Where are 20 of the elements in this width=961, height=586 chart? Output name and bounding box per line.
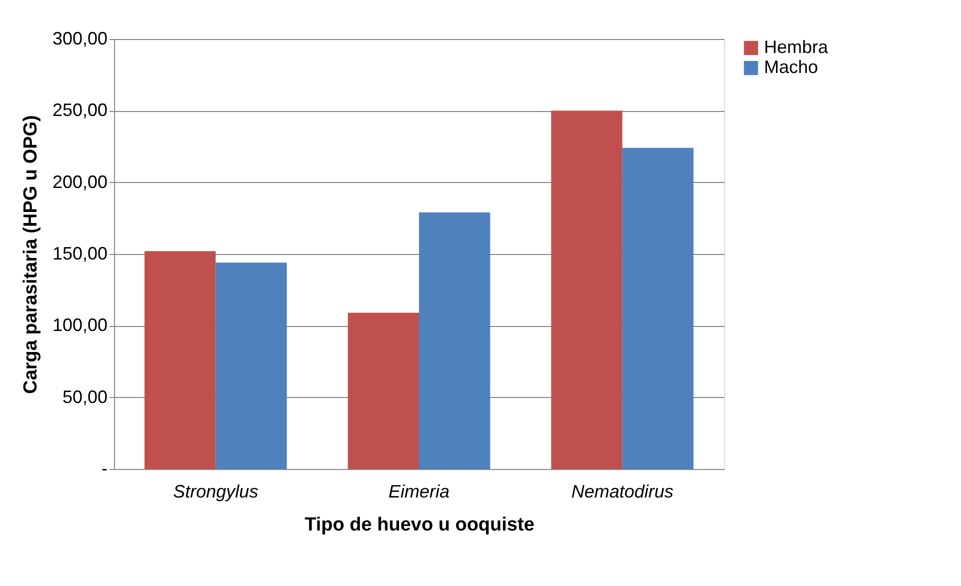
x-tick-label: Nematodirus <box>571 482 674 502</box>
bar <box>216 262 287 469</box>
bar <box>348 312 419 469</box>
x-tick-label: Eimeria <box>388 482 450 502</box>
bar <box>551 110 622 469</box>
y-tick-label: 300,00 <box>52 28 108 48</box>
bar <box>419 212 490 469</box>
x-tick-label: Strongylus <box>173 482 258 502</box>
y-tick-label: 200,00 <box>52 172 108 192</box>
y-tick-label: - <box>102 458 108 478</box>
y-tick-label: 100,00 <box>52 315 108 336</box>
y-tick-label: 250,00 <box>52 100 108 120</box>
y-tick-label: 50,00 <box>62 386 108 407</box>
bar <box>622 148 694 469</box>
legend-label: Macho <box>764 57 818 77</box>
x-axis-title: Tipo de huevo u ooquiste <box>304 514 534 536</box>
y-axis-title: Carga parasitaria (HPG u OPG) <box>20 115 42 394</box>
y-tick-label: 150,00 <box>52 244 108 264</box>
bar <box>144 251 216 469</box>
legend-label: Hembra <box>764 37 830 57</box>
